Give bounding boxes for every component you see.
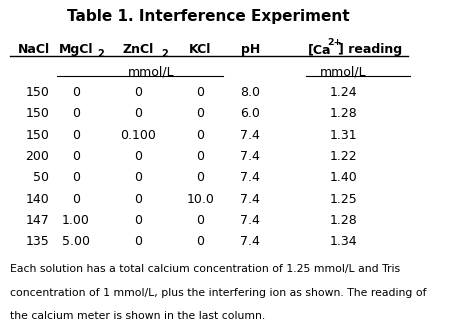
Text: 0: 0: [72, 129, 80, 142]
Text: 0: 0: [196, 86, 204, 99]
Text: 200: 200: [25, 150, 49, 163]
Text: 0: 0: [72, 172, 80, 184]
Text: MgCl: MgCl: [59, 43, 93, 56]
Text: 0: 0: [196, 236, 204, 249]
Text: ] reading: ] reading: [338, 43, 402, 56]
Text: 0: 0: [196, 214, 204, 227]
Text: 1.31: 1.31: [330, 129, 357, 142]
Text: 0: 0: [134, 172, 142, 184]
Text: 0: 0: [134, 236, 142, 249]
Text: 1.34: 1.34: [330, 236, 357, 249]
Text: 0: 0: [72, 193, 80, 206]
Text: pH: pH: [241, 43, 260, 56]
Text: 5.00: 5.00: [62, 236, 90, 249]
Text: 2: 2: [98, 49, 104, 59]
Text: 0.100: 0.100: [120, 129, 156, 142]
Text: 0: 0: [196, 129, 204, 142]
Text: mmol/L: mmol/L: [128, 65, 174, 78]
Text: 0: 0: [134, 214, 142, 227]
Text: 1.25: 1.25: [329, 193, 357, 206]
Text: 1.00: 1.00: [62, 214, 90, 227]
Text: 147: 147: [25, 214, 49, 227]
Text: 140: 140: [25, 193, 49, 206]
Text: 150: 150: [25, 108, 49, 120]
Text: 2+: 2+: [328, 38, 342, 47]
Text: 7.4: 7.4: [240, 236, 260, 249]
Text: KCl: KCl: [189, 43, 212, 56]
Text: 0: 0: [196, 172, 204, 184]
Text: 0: 0: [196, 150, 204, 163]
Text: concentration of 1 mmol/L, plus the interfering ion as shown. The reading of: concentration of 1 mmol/L, plus the inte…: [9, 288, 426, 298]
Text: the calcium meter is shown in the last column.: the calcium meter is shown in the last c…: [9, 311, 265, 320]
Text: Each solution has a total calcium concentration of 1.25 mmol/L and Tris: Each solution has a total calcium concen…: [9, 264, 400, 274]
Text: 2: 2: [161, 49, 168, 59]
Text: 0: 0: [134, 150, 142, 163]
Text: 150: 150: [25, 86, 49, 99]
Text: 50: 50: [33, 172, 49, 184]
Text: 0: 0: [134, 108, 142, 120]
Text: 10.0: 10.0: [187, 193, 214, 206]
Text: 7.4: 7.4: [240, 214, 260, 227]
Text: 0: 0: [72, 86, 80, 99]
Text: 0: 0: [72, 108, 80, 120]
Text: 0: 0: [72, 150, 80, 163]
Text: 0: 0: [196, 108, 204, 120]
Text: 7.4: 7.4: [240, 129, 260, 142]
Text: 8.0: 8.0: [240, 86, 260, 99]
Text: 0: 0: [134, 193, 142, 206]
Text: 6.0: 6.0: [240, 108, 260, 120]
Text: 1.22: 1.22: [330, 150, 357, 163]
Text: 1.24: 1.24: [330, 86, 357, 99]
Text: 1.28: 1.28: [329, 214, 357, 227]
Text: 150: 150: [25, 129, 49, 142]
Text: 7.4: 7.4: [240, 193, 260, 206]
Text: 0: 0: [134, 86, 142, 99]
Text: [Ca: [Ca: [308, 43, 332, 56]
Text: 7.4: 7.4: [240, 172, 260, 184]
Text: NaCl: NaCl: [18, 43, 50, 56]
Text: 1.28: 1.28: [329, 108, 357, 120]
Text: ZnCl: ZnCl: [123, 43, 154, 56]
Text: mmol/L: mmol/L: [320, 65, 367, 78]
Text: 7.4: 7.4: [240, 150, 260, 163]
Text: 1.40: 1.40: [329, 172, 357, 184]
Text: Table 1. Interference Experiment: Table 1. Interference Experiment: [67, 9, 350, 24]
Text: 135: 135: [25, 236, 49, 249]
